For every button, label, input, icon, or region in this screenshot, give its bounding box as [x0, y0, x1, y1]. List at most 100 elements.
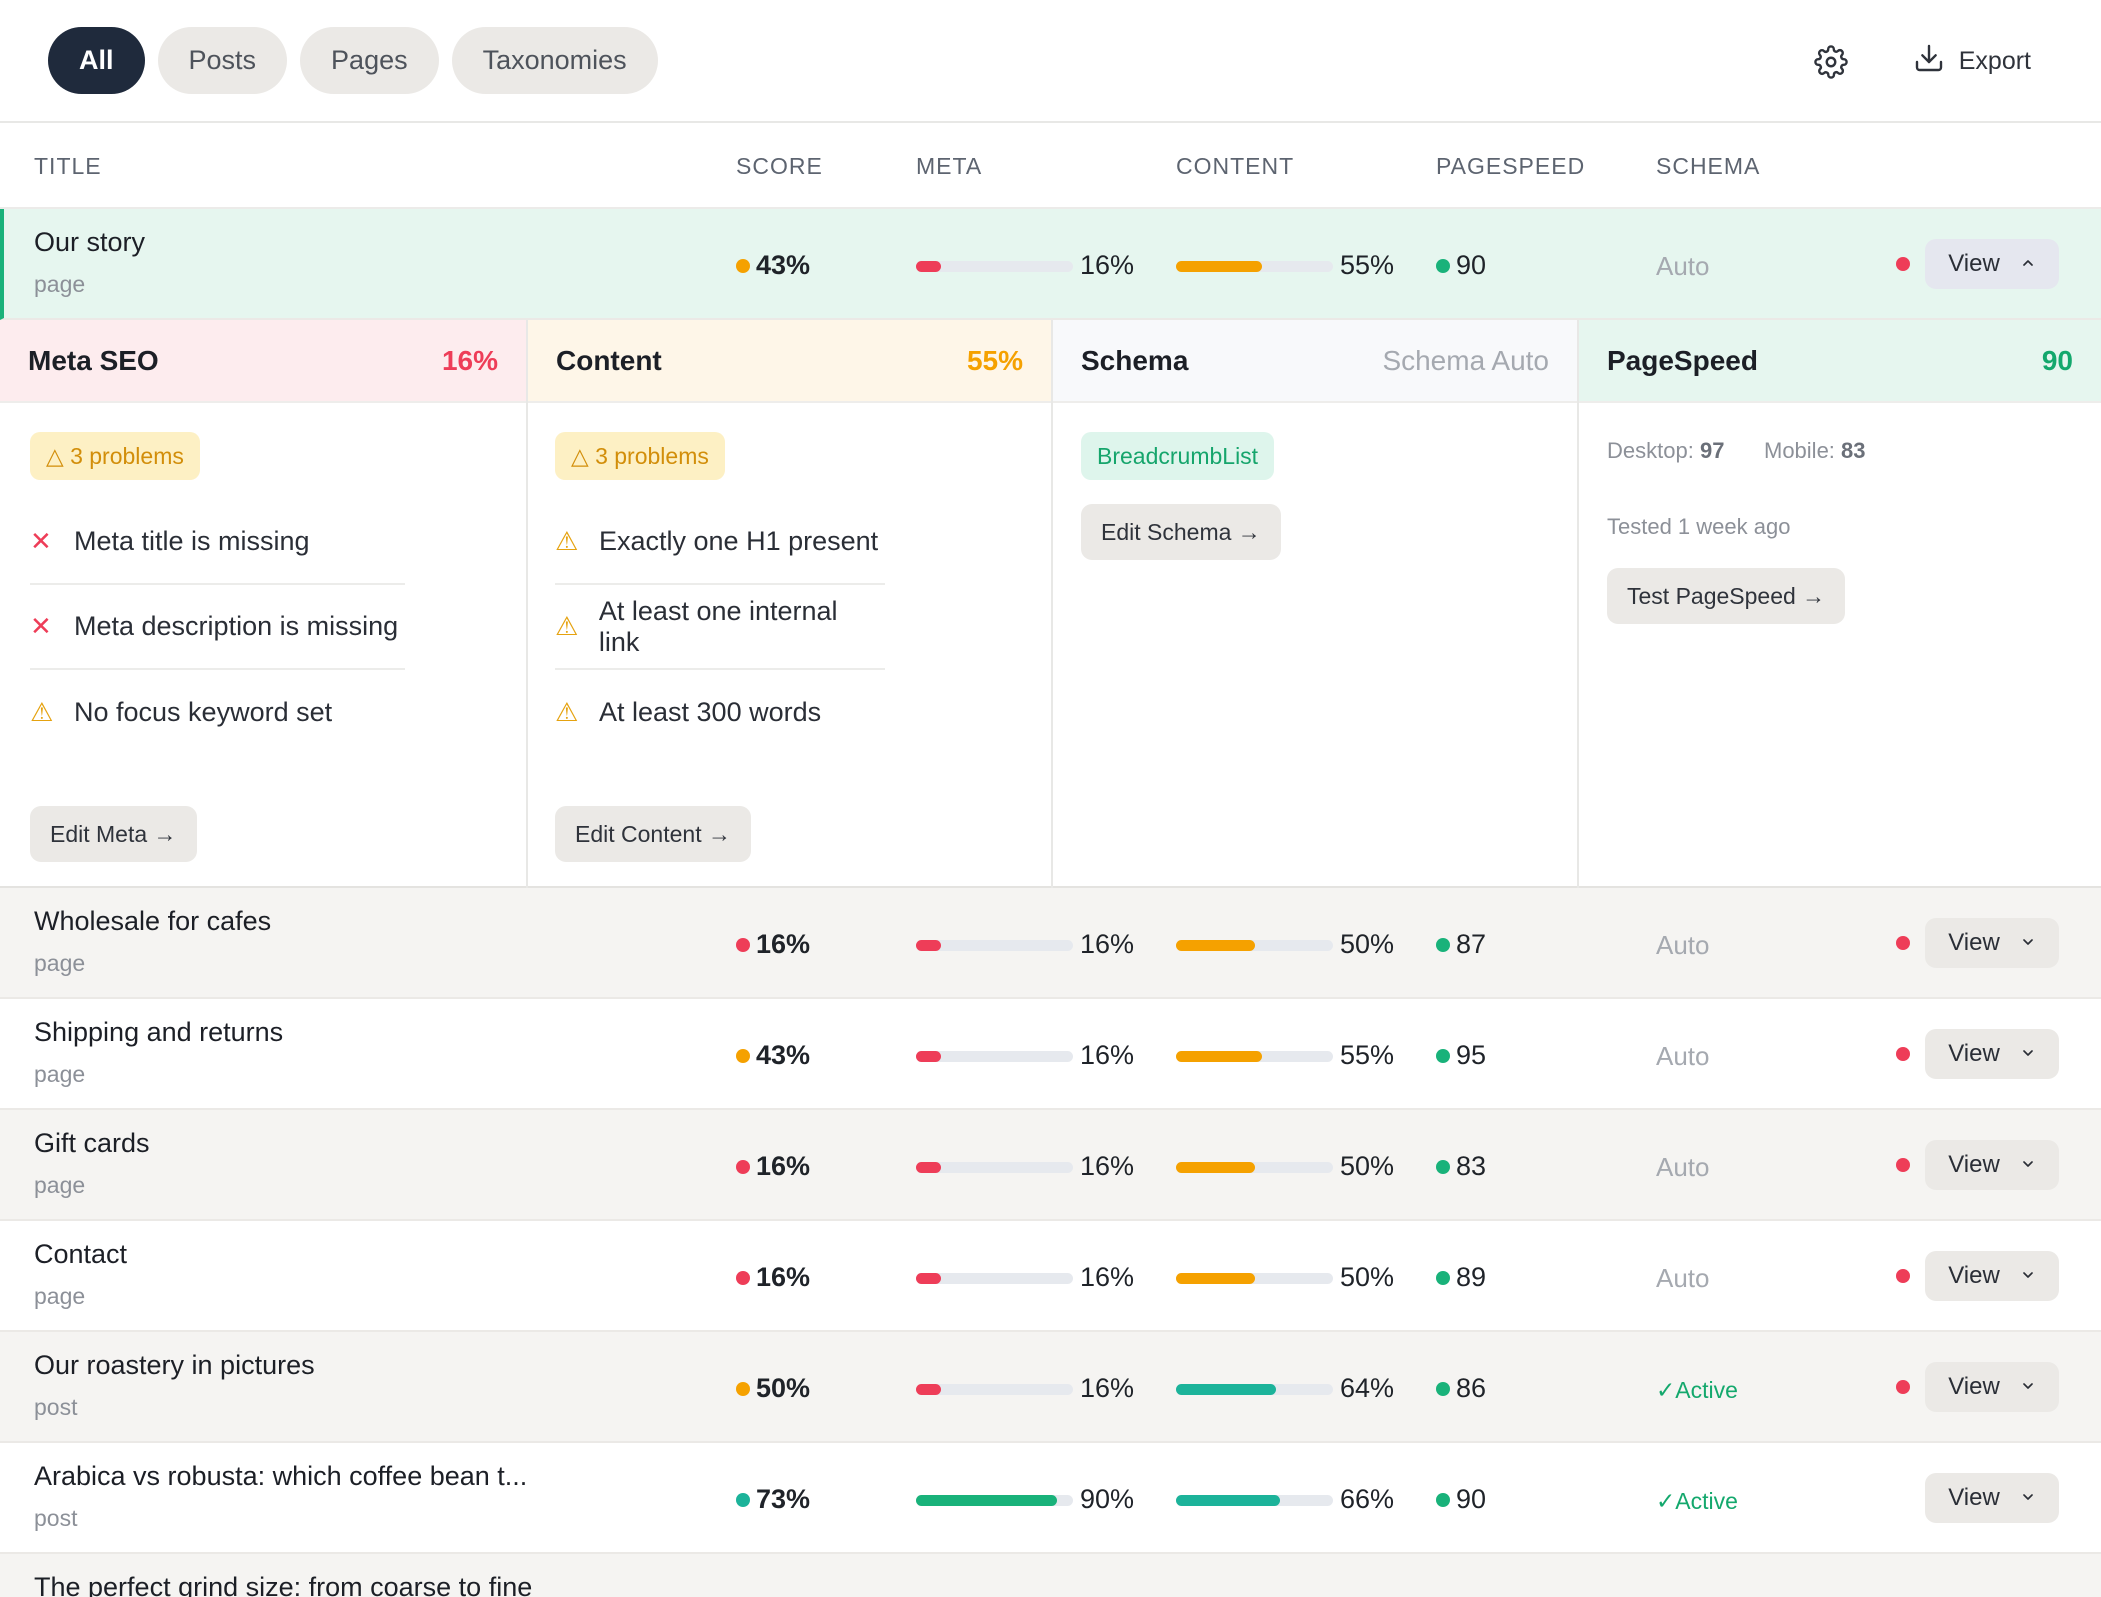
- row-title[interactable]: Our story: [34, 227, 146, 257]
- row-title[interactable]: The perfect grind size: from coarse to f…: [34, 1572, 533, 1597]
- view-button[interactable]: View: [1925, 918, 2059, 968]
- table-row[interactable]: Gift cards page 16% 16% 50% 83 Auto View: [0, 1110, 2101, 1221]
- tab-pages[interactable]: Pages: [300, 27, 439, 94]
- column-pagespeed[interactable]: PAGESPEED: [1436, 153, 1586, 179]
- score-text: 16%: [756, 929, 811, 959]
- content-percent: 66%: [1340, 1484, 1395, 1514]
- edit-meta-button[interactable]: Edit Meta →: [30, 806, 197, 862]
- view-button[interactable]: View: [1925, 1473, 2059, 1523]
- column-title[interactable]: TITLE: [34, 153, 102, 179]
- meta-progress-fill: [916, 1051, 942, 1062]
- pagespeed-score: 83: [1436, 1151, 1486, 1182]
- row-title[interactable]: Arabica vs robusta: which coffee bean t.…: [34, 1461, 528, 1491]
- score-dot: [736, 1048, 750, 1063]
- test-pagespeed-button[interactable]: Test PageSpeed →: [1607, 568, 1846, 624]
- chevron-down-icon: [2020, 1151, 2036, 1179]
- problems-badge: △ 3 problems: [30, 432, 200, 480]
- content-progress-fill: [1176, 1273, 1255, 1284]
- view-button[interactable]: View: [1925, 1140, 2059, 1190]
- export-button[interactable]: Export: [1913, 42, 2031, 81]
- column-schema[interactable]: SCHEMA: [1656, 153, 1761, 179]
- pagespeed-score: 87: [1436, 929, 1486, 960]
- meta-progress-bar: [916, 261, 1073, 272]
- view-button[interactable]: View: [1925, 1362, 2059, 1412]
- pagespeed-score: 89: [1436, 1262, 1486, 1293]
- content-percent: 55%: [1340, 1040, 1395, 1070]
- content-percent: 55%: [1340, 250, 1395, 280]
- schema-status: Auto: [1656, 930, 1710, 960]
- row-type: post: [34, 1505, 78, 1531]
- pagespeed-tested: Tested 1 week ago: [1607, 514, 1791, 539]
- table-row[interactable]: Arabica vs robusta: which coffee bean t.…: [0, 1443, 2101, 1554]
- pagespeed-text: 95: [1456, 1040, 1487, 1070]
- chevron-down-icon: [2020, 1373, 2036, 1401]
- table-row[interactable]: Our story page 43% 16% 55% 90 Auto View: [0, 209, 2101, 320]
- export-label: Export: [1958, 47, 2031, 75]
- check-text: Exactly one H1 present: [599, 526, 879, 556]
- row-type: post: [34, 1394, 78, 1420]
- column-content[interactable]: CONTENT: [1176, 153, 1295, 179]
- table-row[interactable]: Contact page 16% 16% 50% 89 Auto View: [0, 1221, 2101, 1332]
- warning-icon: ⚠: [30, 697, 54, 727]
- meta-progress-fill: [916, 1384, 942, 1395]
- row-title[interactable]: Shipping and returns: [34, 1017, 284, 1047]
- score-dot: [736, 937, 750, 952]
- row-title[interactable]: Contact: [34, 1239, 128, 1269]
- meta-seo-value: 16%: [441, 344, 498, 376]
- pagespeed-dot: [1436, 1492, 1450, 1507]
- content-progress-bar: [1176, 1051, 1333, 1062]
- row-type: page: [34, 271, 86, 297]
- schema-type-badge: BreadcrumbList: [1081, 432, 1275, 480]
- pagespeed-text: 83: [1456, 1151, 1487, 1181]
- warning-icon: ⚠: [555, 611, 579, 641]
- x-icon: ✕: [30, 526, 52, 556]
- meta-progress-fill: [916, 261, 942, 272]
- content-progress-bar: [1176, 1384, 1333, 1395]
- check-text: At least one internal link: [598, 595, 838, 657]
- pagespeed-dot: [1436, 1270, 1450, 1285]
- table-row[interactable]: Our roastery in pictures post 50% 16% 64% 86 ✓…: [0, 1332, 2101, 1443]
- score-text: 43%: [756, 250, 811, 280]
- check-item: ⚠ At least one internal link: [555, 585, 885, 670]
- column-meta[interactable]: META: [916, 153, 983, 179]
- content-percent: 64%: [1340, 1373, 1395, 1403]
- meta-seo-panel: Meta SEO 16% △ 3 problems ✕ Meta title i…: [0, 320, 528, 888]
- tab-taxonomies[interactable]: Taxonomies: [451, 27, 658, 94]
- gear-icon[interactable]: [1811, 42, 1851, 82]
- check-text: At least 300 words: [599, 697, 822, 727]
- content-progress-fill: [1176, 1384, 1277, 1395]
- content-progress-bar: [1176, 1273, 1333, 1284]
- content-progress-fill: [1176, 1162, 1255, 1173]
- row-title[interactable]: Wholesale for cafes: [34, 906, 272, 936]
- column-score[interactable]: SCORE: [736, 153, 823, 179]
- meta-percent: 16%: [1080, 250, 1135, 280]
- edit-schema-button[interactable]: Edit Schema →: [1081, 504, 1281, 560]
- pagespeed-text: 86: [1456, 1373, 1487, 1403]
- meta-progress-fill: [916, 940, 942, 951]
- table-row[interactable]: The perfect grind size: from coarse to f…: [0, 1554, 2101, 1597]
- view-button[interactable]: View: [1925, 239, 2059, 289]
- row-type: page: [34, 1283, 86, 1309]
- tab-all[interactable]: All: [48, 27, 145, 94]
- mobile-label: Mobile:: [1764, 438, 1835, 463]
- row-type: page: [34, 950, 86, 976]
- pagespeed-score: 90: [1436, 250, 1486, 281]
- row-title[interactable]: Gift cards: [34, 1128, 150, 1158]
- schema-title: Schema: [1081, 344, 1189, 376]
- edit-content-button[interactable]: Edit Content →: [555, 806, 751, 862]
- table-row[interactable]: Shipping and returns page 43% 16% 55% 95 Auto V…: [0, 999, 2101, 1110]
- row-title[interactable]: Our roastery in pictures: [34, 1350, 315, 1380]
- check-item: ⚠ Exactly one H1 present: [555, 500, 885, 585]
- view-label: View: [1948, 1151, 2000, 1178]
- pagespeed-dot: [1436, 1381, 1450, 1396]
- view-button[interactable]: View: [1925, 1251, 2059, 1301]
- pagespeed-value: 90: [2041, 344, 2073, 376]
- view-button[interactable]: View: [1925, 1029, 2059, 1079]
- score-value: 43%: [736, 1040, 810, 1071]
- content-percent: 50%: [1340, 929, 1395, 959]
- tab-posts[interactable]: Posts: [157, 27, 288, 94]
- table-row[interactable]: Wholesale for cafes page 16% 16% 50% 87 Auto Vi…: [0, 888, 2101, 999]
- content-progress-bar: [1176, 940, 1333, 951]
- score-value: 16%: [736, 929, 810, 960]
- meta-percent: 90%: [1080, 1484, 1135, 1514]
